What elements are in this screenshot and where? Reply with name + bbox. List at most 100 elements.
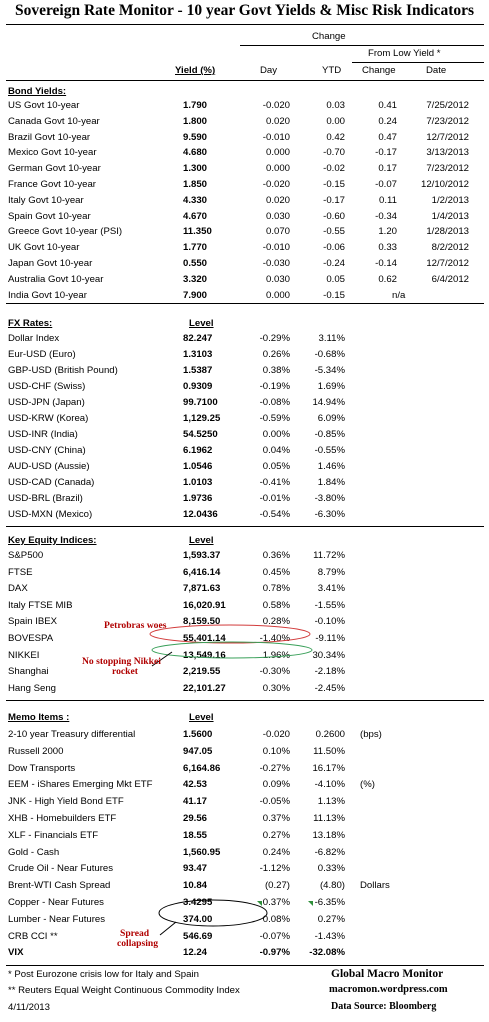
brand-site: macromon.wordpress.com xyxy=(329,984,448,995)
fx-row: USD-CNY (China) 6.1962 0.04% -0.55% xyxy=(0,443,489,459)
level-cell: 55,401.14 xyxy=(183,633,226,644)
ytd-cell: 6.09% xyxy=(317,413,345,424)
equity-level-header: Level xyxy=(189,535,214,546)
name-cell: 2-10 year Treasury differential xyxy=(8,729,136,740)
ytd-cell: 3.41% xyxy=(317,583,345,595)
level-cell: 99.7100 xyxy=(183,397,218,408)
memo-row: EEM - iShares Emerging Mkt ETF 42.53 0.09%… xyxy=(0,777,489,793)
name-cell: Spain IBEX xyxy=(8,616,58,628)
bond-row: Italy Govt 10-year 4.330 0.020 -0.17 0.11 1/2… xyxy=(0,193,489,209)
ytd-cell: -1.55% xyxy=(314,599,345,611)
bond-row: UK Govt 10-year 1.770 -0.010 -0.06 0.33 8/2/2… xyxy=(0,240,489,256)
ytd-cell: -0.60 xyxy=(323,210,345,222)
ytd-cell: -0.17 xyxy=(323,194,345,206)
ytd-cell: -2.45% xyxy=(314,682,345,694)
level-cell: 6.1962 xyxy=(183,445,213,456)
day-cell: 0.00% xyxy=(262,429,290,440)
day-cell: 0.05% xyxy=(262,461,290,472)
level-cell: 1.0546 xyxy=(183,461,213,472)
ytd-cell: 1.13% xyxy=(317,796,345,808)
title-rule xyxy=(6,24,484,25)
ytd-cell: -0.10% xyxy=(314,616,345,628)
ytd-cell: 0.00 xyxy=(326,115,345,127)
name-cell: Gold - Cash xyxy=(8,846,60,858)
date-cell: 1/4/2013 xyxy=(431,210,469,222)
day-cell: (0.27) xyxy=(264,880,290,892)
level-cell: 1.790 xyxy=(183,100,208,111)
bond-row: Spain Govt 10-year 4.670 0.030 -0.60 -0.34 1/… xyxy=(0,209,489,225)
memo-row: JNK - High Yield Bond ETF 41.17 -0.05% 1.13… xyxy=(0,794,489,810)
name-cell: CRB CCI ** xyxy=(8,930,58,942)
equity-row: DAX 7,871.63 0.78% 3.41% xyxy=(0,581,489,597)
level-cell: 374.00 xyxy=(183,913,213,925)
name-cell: France Govt 10-year xyxy=(8,179,96,190)
ytd-cell: 13.18% xyxy=(312,829,345,841)
date-cell: 6/4/2012 xyxy=(431,273,469,285)
bond-row: Canada Govt 10-year 1.800 0.020 0.00 0.24 7/2… xyxy=(0,114,489,130)
level-cell: 1.850 xyxy=(183,179,208,190)
level-cell: 1.300 xyxy=(183,163,208,175)
date-cell: 12/10/2012 xyxy=(420,179,469,190)
ytd-cell: -0.70 xyxy=(323,147,345,159)
day-cell: 0.04% xyxy=(262,445,290,456)
equity-rule xyxy=(6,700,484,701)
memo-row: 2-10 year Treasury differential 1.5600 -0.… xyxy=(0,727,489,743)
ytd-cell: -6.82% xyxy=(314,846,345,858)
level-cell: 1.3103 xyxy=(183,349,213,360)
level-cell: 10.84 xyxy=(183,880,208,892)
level-cell: 3.320 xyxy=(183,273,208,285)
day-cell: 0.070 xyxy=(265,226,290,238)
memo-row: Crude Oil - Near Futures 93.47 -1.12% 0.33% xyxy=(0,861,489,877)
equity-row: Italy FTSE MIB 16,020.91 0.58% -1.55% xyxy=(0,598,489,614)
name-cell: FTSE xyxy=(8,566,33,578)
ytd-cell: 0.27% xyxy=(317,913,345,925)
bond-row: Japan Govt 10-year 0.550 -0.030 -0.24 -0.14 1… xyxy=(0,256,489,272)
change-col-header: Change xyxy=(362,65,396,76)
fx-row: USD-MXN (Mexico) 12.0436 -0.54% -6.30% xyxy=(0,507,489,523)
memo-row: XLF - Financials ETF 18.55 0.27% 13.18% xyxy=(0,828,489,844)
level-cell: 7,871.63 xyxy=(183,583,221,595)
ytd-cell: -0.02 xyxy=(323,163,345,175)
equity-row: S&P500 1,593.37 0.36% 11.72% xyxy=(0,548,489,564)
equity-row: Spain IBEX 8,159.50 0.28% -0.10% xyxy=(0,614,489,630)
day-cell: -0.020 xyxy=(262,100,290,111)
name-cell: USD-CAD (Canada) xyxy=(8,477,95,488)
level-cell: 93.47 xyxy=(183,863,208,875)
spread-annotation-line1: Spread xyxy=(120,928,150,939)
ytd-cell: 11.50% xyxy=(313,745,345,757)
level-cell: 54.5250 xyxy=(183,429,218,440)
date-cell: 7/23/2012 xyxy=(426,115,469,127)
day-cell: -1.12% xyxy=(259,863,290,875)
name-cell: Mexico Govt 10-year xyxy=(8,147,97,159)
name-cell: Australia Govt 10-year xyxy=(8,273,104,285)
day-cell: -0.01% xyxy=(259,493,290,504)
fx-row: USD-CHF (Swiss) 0.9309 -0.19% 1.69% xyxy=(0,379,489,395)
name-cell: AUD-USD (Aussie) xyxy=(8,461,90,472)
day-cell: -0.27% xyxy=(259,762,290,774)
memo-row: Copper - Near Futures 3.4295 0.37% -6.35% xyxy=(0,895,489,911)
ytd-cell: 1.69% xyxy=(317,381,345,392)
bond-heading: Bond Yields: xyxy=(8,86,67,97)
from-low-rule xyxy=(352,62,484,63)
day-cell: 0.26% xyxy=(262,349,290,360)
ytd-cell: 1.46% xyxy=(317,461,345,472)
date-cell: 7/25/2012 xyxy=(426,100,469,111)
nikkei-annotation-line1: No stopping Nikkei xyxy=(82,656,161,667)
memo-row: Brent-WTI Cash Spread 10.84 (0.27) (4.80) Do… xyxy=(0,878,489,894)
bond-row: France Govt 10-year 1.850 -0.020 -0.15 -0.07… xyxy=(0,177,489,193)
bond-row: Brazil Govt 10-year 9.590 -0.010 0.42 0.47 12… xyxy=(0,130,489,146)
day-cell: 0.38% xyxy=(262,365,290,376)
name-cell: XLF - Financials ETF xyxy=(8,829,99,841)
date-cell: 8/2/2012 xyxy=(431,242,469,254)
change-cell: -0.07 xyxy=(375,179,397,190)
fx-row: GBP-USD (British Pound) 1.5387 0.38% -5.34% xyxy=(0,363,489,379)
level-cell: 42.53 xyxy=(183,779,208,791)
day-cell: -0.41% xyxy=(259,477,290,488)
fx-row: Dollar Index 82.247 -0.29% 3.11% xyxy=(0,331,489,347)
equity-row: Hang Seng 22,101.27 0.30% -2.45% xyxy=(0,681,489,697)
ytd-cell: -0.15 xyxy=(323,179,345,190)
date-cell: 12/7/2012 xyxy=(426,258,469,269)
change-cell: 0.47 xyxy=(378,131,397,143)
fx-row: USD-JPN (Japan) 99.7100 -0.08% 14.94% xyxy=(0,395,489,411)
footnote-2: ** Reuters Equal Weight Continuous Commo… xyxy=(8,985,240,996)
